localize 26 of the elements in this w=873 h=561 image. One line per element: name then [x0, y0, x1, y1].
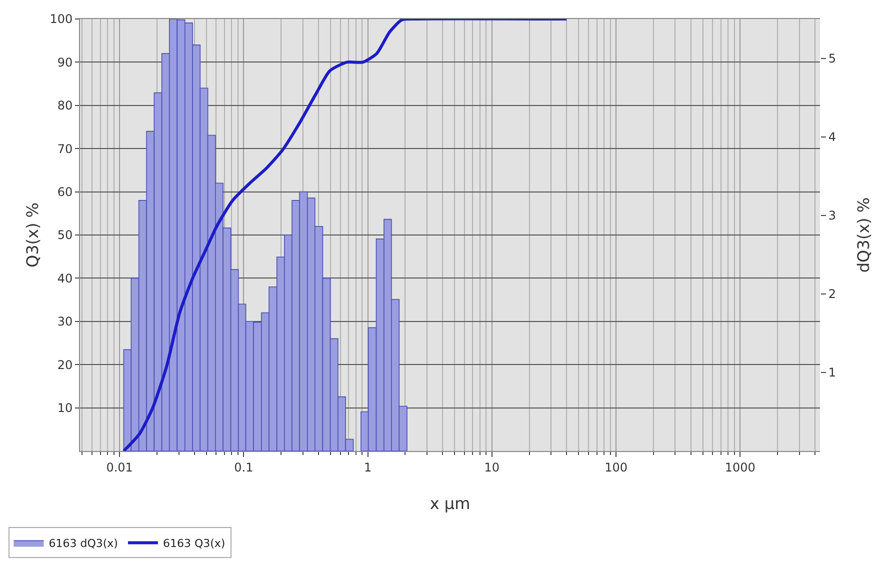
y-tick-label: 40: [57, 271, 73, 286]
y-tick-label: 70: [57, 142, 73, 156]
y2-tick-label: 4: [828, 130, 836, 144]
y-tick-label: 90: [57, 55, 73, 70]
y2-tick-label: 3: [828, 208, 836, 223]
y-tick-label: 50: [57, 228, 73, 242]
x-tick-label: 1: [364, 460, 372, 474]
y-axis-title: Q3(x) %: [23, 202, 42, 268]
y-tick-label: 30: [57, 314, 73, 329]
x-tick-label: 0.1: [234, 460, 254, 474]
y2-tick-label: 2: [828, 287, 836, 302]
x-axis-title: x µm: [430, 494, 470, 513]
y2-tick-label: 1: [828, 366, 836, 380]
y2-tick-label: 5: [828, 51, 836, 66]
y-tick-label: 60: [57, 185, 73, 199]
x-tick-label: 100: [604, 460, 628, 474]
x-tick-label: 0.01: [106, 460, 133, 474]
y-tick-label: 80: [57, 98, 73, 113]
legend-label: 6163 Q3(x): [162, 536, 226, 550]
y2-axis-title: dQ3(x) %: [854, 197, 873, 273]
legend-label: 6163 dQ3(x): [48, 536, 118, 550]
x-tick-label: 1000: [724, 460, 756, 474]
y-tick-label: 100: [50, 12, 73, 26]
x-tick-label: 10: [484, 460, 500, 474]
y-tick-label: 10: [57, 401, 73, 415]
y-tick-label: 20: [57, 358, 73, 372]
